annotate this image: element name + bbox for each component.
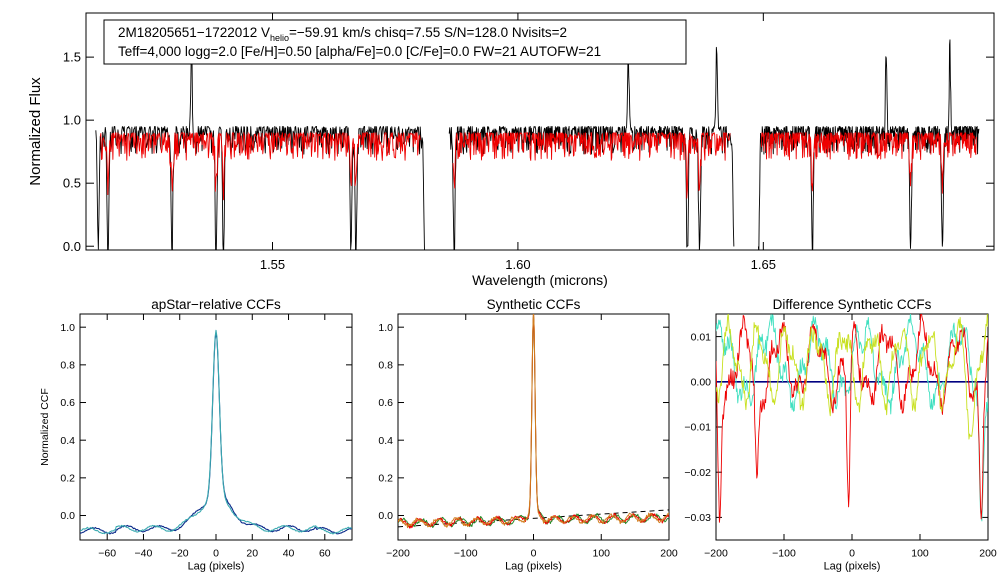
synthetic-ccf-frame	[397, 313, 670, 541]
difference-ccf-ytick-label: −0.03	[684, 512, 711, 524]
apstar-ccf-frame	[79, 313, 353, 541]
synthetic-spectrum-segment	[760, 132, 977, 194]
spectrum-ytick-label: 0.0	[63, 239, 81, 254]
spectrum-frame	[85, 12, 995, 251]
difference-ccf-xtick-label: −200	[704, 548, 728, 560]
star-info-line2: Teff=4,000 logg=2.0 [Fe/H]=0.50 [alpha/F…	[118, 44, 601, 59]
synthetic-ccf-xtick-label: 100	[592, 548, 610, 560]
apstar-ccf-xtick-label: −40	[135, 548, 153, 560]
difference-ccf-panel: −200 −100 0 100 200 −0.03 −0.02 −0.01 0.00 0.01 La…	[684, 297, 996, 573]
apstar-ccf-xtick-label: 60	[319, 548, 331, 560]
synthetic-ccf-xlabel: Lag (pixels)	[505, 561, 562, 573]
difference-ccf-ytick-label: 0.01	[691, 331, 712, 343]
synthetic-ccf-panel: −200 −100 0 100 200 0.0 0.2 0.4 0.6 0.8 1.0 Lag (pi…	[378, 297, 678, 573]
apstar-ccf-ytick-label: 0.4	[60, 435, 75, 447]
difference-ccf-title: Difference Synthetic CCFs	[773, 297, 932, 312]
difference-ccf-xtick-label: 100	[911, 548, 929, 560]
apstar-ccf-visit-1	[80, 332, 352, 535]
apstar-ccf-xtick-label: 40	[283, 548, 295, 560]
spectrum-ytick-label: 1.5	[63, 50, 81, 65]
apstar-ccf-ytick-label: 0.2	[60, 473, 75, 485]
star-params-line1: =−59.91 km/s chisq=7.55 S/N=128.0 Nvisit…	[289, 25, 567, 40]
synthetic-ccf-ytick-label: 0.8	[378, 360, 393, 372]
difference-ccf-xtick-label: 200	[979, 548, 997, 560]
synthetic-ccf-visit-1	[398, 314, 669, 528]
spectrum-xtick-label: 1.60	[505, 257, 530, 272]
synthetic-ccf-ytick-label: 0.2	[378, 473, 393, 485]
difference-ccf-ytick-label: −0.02	[684, 467, 711, 479]
difference-ccf-ytick-label: −0.01	[684, 422, 711, 434]
star-id-and-v: 2M18205651−1722012 V	[118, 25, 270, 40]
synthetic-spectrum-segment	[452, 132, 731, 199]
apstar-ccf-ytick-label: 0.6	[60, 397, 75, 409]
synthetic-ccf-visit-3	[398, 314, 669, 529]
apstar-ccf-visit-2	[80, 329, 352, 535]
spectrum-ytick-label: 0.5	[63, 176, 81, 191]
difference-ccf-visit-2	[716, 314, 988, 523]
apstar-ccf-ytick-label: 0.8	[60, 360, 75, 372]
synthetic-ccf-xtick-label: −100	[454, 548, 478, 560]
apstar-ccf-panel: −60 −40 −20 0 20 40 60 0.0 0.2 0.4 0.6 0.8 1.0 Lag (p…	[39, 297, 353, 573]
spectrum-xtick-label: 1.65	[751, 257, 776, 272]
synthetic-ccf-title: Synthetic CCFs	[487, 297, 581, 312]
difference-ccf-xlabel: Lag (pixels)	[824, 561, 881, 573]
star-info-box: 2M18205651−1722012 Vhelio=−59.91 km/s ch…	[103, 19, 687, 65]
v-subscript: helio	[270, 33, 289, 43]
synthetic-ccf-ytick-label: 0.0	[378, 510, 393, 522]
apstar-ccf-title: apStar−relative CCFs	[151, 297, 281, 312]
difference-ccf-visit-3	[716, 314, 988, 440]
apstar-ccf-ytick-label: 1.0	[60, 322, 75, 334]
spectrum-panel: 1.55 1.60 1.65 0.0 0.5 1.0 1.5 Wavelength (micr…	[27, 12, 995, 288]
apstar-ccf-xtick-label: −20	[171, 548, 189, 560]
difference-ccf-visit-1	[716, 314, 988, 522]
synthetic-ccf-ytick-label: 0.6	[378, 397, 393, 409]
synthetic-ccf-xtick-label: −200	[386, 548, 410, 560]
apstar-ccf-xtick-label: 20	[246, 548, 258, 560]
spectrum-xlabel: Wavelength (microns)	[472, 272, 608, 288]
spectrum-xtick-label: 1.55	[260, 257, 285, 272]
synthetic-ccf-ytick-label: 0.4	[378, 435, 393, 447]
observed-spectrum-segment	[95, 47, 425, 250]
apstar-ccf-ylabel: Normalized CCF	[39, 388, 51, 466]
apstar-ccf-xlabel: Lag (pixels)	[188, 561, 245, 573]
difference-ccf-xtick-label: −100	[772, 548, 796, 560]
synthetic-spectrum-segment	[99, 132, 421, 201]
synthetic-ccf-ytick-label: 1.0	[378, 322, 393, 334]
difference-ccf-ytick-label: 0.00	[691, 376, 712, 388]
apstar-ccf-ytick-label: 0.0	[60, 510, 75, 522]
apstar-ccf-xtick-label: 0	[213, 548, 219, 560]
apstar-ccf-xtick-label: −60	[98, 548, 116, 560]
synthetic-ccf-xtick-label: 200	[660, 548, 678, 560]
spectrum-ylabel: Normalized Flux	[27, 77, 44, 186]
observed-spectrum-segment	[448, 41, 735, 250]
synthetic-ccf-xtick-label: 0	[531, 548, 537, 560]
star-info-line1: 2M18205651−1722012 Vhelio=−59.91 km/s ch…	[118, 25, 567, 43]
spectrum-ytick-label: 1.0	[63, 113, 81, 128]
synthetic-ccf-visit-2	[398, 314, 669, 529]
difference-ccf-xtick-label: 0	[849, 548, 855, 560]
